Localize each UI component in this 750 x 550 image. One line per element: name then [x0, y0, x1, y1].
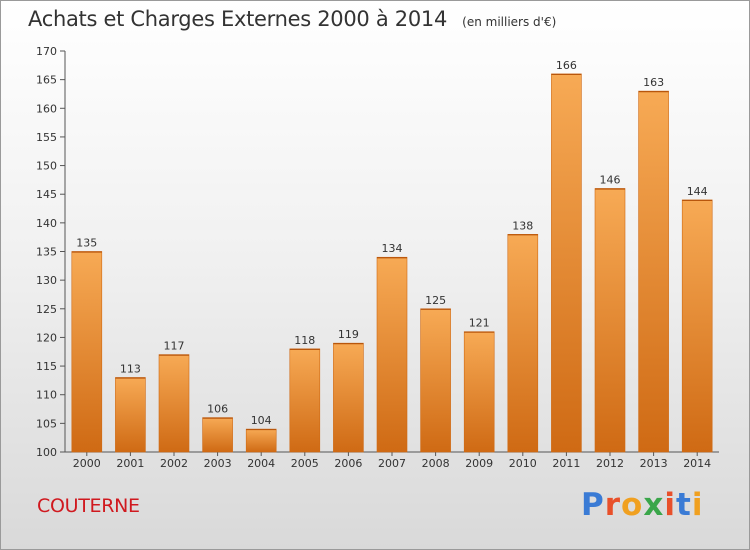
x-tick-label-2013: 2013 [640, 457, 668, 470]
x-tick-label-2004: 2004 [247, 457, 275, 470]
y-tick-label: 100 [36, 446, 57, 459]
x-tick-label-2007: 2007 [378, 457, 406, 470]
bar-2007 [376, 256, 408, 453]
data-label-2008: 125 [425, 294, 446, 307]
bar-2013 [638, 90, 669, 453]
bar-2005 [289, 348, 321, 453]
bar-2011 [551, 73, 582, 453]
y-tick-label: 115 [36, 360, 57, 373]
data-label-2014: 144 [687, 185, 708, 198]
y-tick-label: 165 [36, 74, 57, 87]
y-tick-label: 130 [36, 274, 57, 287]
bar-2012 [594, 188, 626, 453]
bar-2008 [420, 308, 451, 453]
x-tick-label-2012: 2012 [596, 457, 624, 470]
bar-2010 [507, 234, 539, 453]
x-tick-label-2006: 2006 [334, 457, 362, 470]
chart-unit: (en milliers d'€) [462, 15, 557, 29]
data-labels: 135 113 117 106 104 118 119 134 125 121 138 166 146 1… [76, 59, 707, 427]
data-label-2005: 118 [294, 334, 315, 347]
title-row: Achats et Charges Externes 2000 à 2014 (… [28, 7, 556, 31]
logo-letter: i [691, 487, 704, 523]
x-tick-label-2009: 2009 [465, 457, 493, 470]
bars [71, 73, 713, 453]
bar-2006 [333, 342, 364, 453]
x-tick-label-2000: 2000 [73, 457, 101, 470]
data-label-2007: 134 [382, 242, 403, 255]
x-axis: 2000 2001 2002 2003 2004 2005 2006 2007 2008 2009… [65, 451, 719, 470]
bar-2000 [71, 251, 103, 453]
logo-letter: i [664, 487, 676, 523]
data-label-2002: 117 [164, 340, 185, 353]
data-label-2004: 104 [251, 414, 272, 427]
proxiti-logo: Proxiti [581, 487, 703, 523]
x-tick-label-2011: 2011 [552, 457, 580, 470]
data-label-2001: 113 [120, 363, 141, 376]
x-tick-label-2002: 2002 [160, 457, 188, 470]
logo-letter: o [621, 487, 644, 523]
y-tick-label: 170 [36, 45, 57, 58]
x-tick-label-2001: 2001 [116, 457, 144, 470]
x-tick-label-2014: 2014 [683, 457, 711, 470]
y-tick-label: 105 [36, 417, 57, 430]
y-tick-label: 145 [36, 188, 57, 201]
logo-letter: r [604, 487, 622, 523]
bar-2002 [158, 354, 190, 453]
bar-2004 [245, 428, 277, 453]
y-tick-label: 125 [36, 303, 57, 316]
data-label-2013: 163 [643, 76, 664, 89]
x-tick-label-2005: 2005 [291, 457, 319, 470]
y-axis: 100 105 110 115 120 125 130 135 140 145 150 155 160 1… [36, 45, 66, 459]
y-tick-label: 140 [36, 217, 57, 230]
data-label-2011: 166 [556, 59, 577, 72]
data-label-2000: 135 [76, 237, 97, 250]
x-tick-label-2003: 2003 [204, 457, 232, 470]
bar-2014 [681, 199, 713, 453]
data-label-2009: 121 [469, 317, 490, 330]
y-tick-label: 110 [36, 389, 57, 402]
data-label-2012: 146 [600, 173, 621, 186]
town-name: COUTERNE [37, 495, 140, 517]
data-label-2010: 138 [512, 219, 533, 232]
y-tick-label: 160 [36, 102, 57, 115]
y-tick-label: 135 [36, 246, 57, 259]
x-tick-label-2010: 2010 [509, 457, 537, 470]
y-tick-label: 120 [36, 331, 57, 344]
bar-2009 [463, 331, 495, 453]
logo-letter: P [581, 487, 605, 523]
logo-letter: x [643, 487, 665, 523]
y-tick-label: 150 [36, 160, 57, 173]
bar-2003 [202, 417, 233, 453]
y-tick-label: 155 [36, 131, 57, 144]
data-label-2003: 106 [207, 403, 228, 416]
x-tick-label-2008: 2008 [422, 457, 450, 470]
bar-2001 [115, 377, 146, 453]
data-label-2006: 119 [338, 328, 359, 341]
chart-title: Achats et Charges Externes 2000 à 2014 [28, 7, 448, 31]
logo-letter: t [675, 487, 692, 523]
